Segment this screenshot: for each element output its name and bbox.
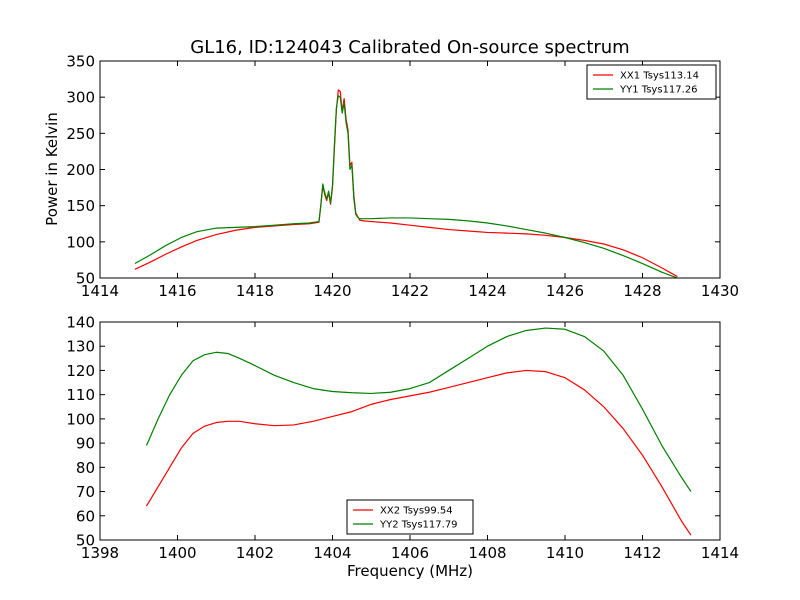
legend-label-2: YY1 Tsys117.26 xyxy=(619,85,698,96)
legend-label-1: XX2 Tsys99.54 xyxy=(380,506,453,517)
y-tick-label: 250 xyxy=(66,125,95,143)
y-tick-label: 90 xyxy=(76,435,95,453)
x-tick-label: 1420 xyxy=(313,282,351,300)
plot-panel-2: 1398 1400 1402 1404 1406 1408 1410 1412 1414 50 60… xyxy=(66,314,739,563)
x-tick-label: 1402 xyxy=(236,544,274,562)
x-tick-label: 1406 xyxy=(391,544,429,562)
x-tick-label: 1416 xyxy=(158,282,196,300)
series-line-1 xyxy=(134,89,678,278)
legend: XX1 Tsys113.14 YY1 Tsys117.26 xyxy=(586,64,717,100)
y-tick-label: 140 xyxy=(66,314,95,332)
series-line-2 xyxy=(134,95,678,278)
x-tick-label: 1422 xyxy=(391,282,429,300)
x-tick-label: 1428 xyxy=(623,282,661,300)
x-tick-label: 1418 xyxy=(236,282,274,300)
legend-label-2: YY2 Tsys117.79 xyxy=(379,520,458,531)
y-tick-label: 80 xyxy=(76,459,95,477)
y-axis-label: Power in Kelvin xyxy=(43,112,61,226)
y-tick-label: 200 xyxy=(66,161,95,179)
y-tick-label: 150 xyxy=(66,197,95,215)
y-tick-label: 50 xyxy=(76,270,95,288)
x-tick-label: 1414 xyxy=(701,544,739,562)
x-tick-label: 1426 xyxy=(546,282,584,300)
legend-box xyxy=(346,499,474,535)
y-tick-label: 70 xyxy=(76,483,95,501)
legend: XX2 Tsys99.54 YY2 Tsys117.79 xyxy=(346,499,474,535)
y-tick-label: 50 xyxy=(76,532,95,550)
y-tick-label: 120 xyxy=(66,362,95,380)
y-tick-label: 110 xyxy=(66,386,95,404)
x-tick-label: 1414 xyxy=(81,282,119,300)
series-line-2 xyxy=(145,327,692,492)
x-tick-label: 1398 xyxy=(81,544,119,562)
x-tick-label: 1424 xyxy=(468,282,506,300)
y-tick-label: 300 xyxy=(66,89,95,107)
x-tick-label: 1404 xyxy=(313,544,351,562)
series-line-1 xyxy=(145,369,692,536)
x-tick-label: 1400 xyxy=(158,544,196,562)
legend-label-1: XX1 Tsys113.14 xyxy=(620,71,699,82)
x-tick-label: 1412 xyxy=(623,544,661,562)
x-tick-label: 1410 xyxy=(546,544,584,562)
y-tick-label: 100 xyxy=(66,410,95,428)
y-tick-label: 100 xyxy=(66,233,95,251)
y-tick-label: 130 xyxy=(66,338,95,356)
x-axis-label: Frequency (MHz) xyxy=(347,562,473,580)
y-tick-label: 60 xyxy=(76,507,95,525)
y-tick-label: 350 xyxy=(66,53,95,71)
x-tick-label: 1408 xyxy=(468,544,506,562)
plot-panel-1: 1414 1416 1418 1420 1422 1424 1426 1428 1430 50 10… xyxy=(66,53,739,301)
legend-box xyxy=(586,64,717,100)
chart-title: GL16, ID:124043 Calibrated On-source spe… xyxy=(190,37,629,58)
x-tick-label: 1430 xyxy=(701,282,739,300)
